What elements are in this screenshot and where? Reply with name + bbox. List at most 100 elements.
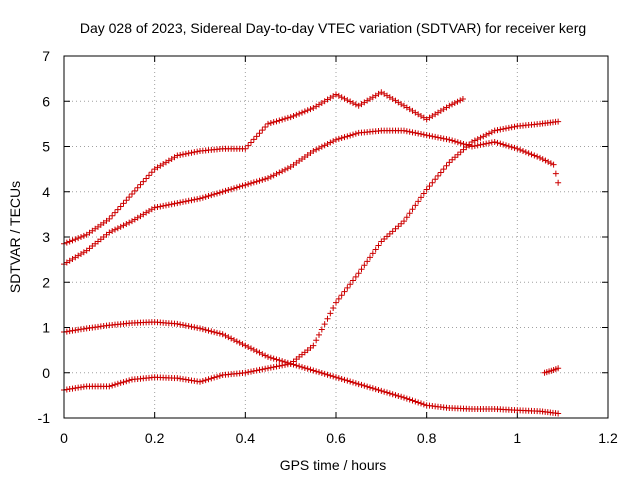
data-point bbox=[225, 187, 232, 194]
data-point bbox=[469, 138, 475, 145]
data-point bbox=[112, 381, 118, 388]
data-point bbox=[316, 145, 322, 152]
data-point bbox=[338, 375, 345, 382]
data-point bbox=[242, 369, 249, 376]
data-point bbox=[415, 198, 422, 205]
data-point bbox=[466, 141, 473, 148]
data-point bbox=[304, 365, 311, 372]
data-point bbox=[409, 206, 416, 213]
data-point bbox=[120, 379, 127, 386]
data-point bbox=[389, 228, 396, 235]
data-point bbox=[378, 238, 385, 245]
data-point bbox=[148, 169, 155, 176]
data-point bbox=[352, 130, 359, 137]
data-point bbox=[248, 368, 254, 375]
data-point bbox=[174, 152, 181, 159]
data-point bbox=[330, 304, 337, 311]
data-point bbox=[211, 374, 218, 381]
data-point bbox=[233, 338, 240, 345]
series-satellite-4 bbox=[61, 118, 562, 393]
data-point bbox=[355, 270, 362, 277]
data-point bbox=[395, 392, 402, 399]
data-point bbox=[199, 377, 206, 384]
data-point bbox=[369, 250, 376, 257]
data-point bbox=[267, 364, 274, 371]
data-point bbox=[437, 169, 444, 176]
data-point bbox=[304, 107, 311, 114]
data-point bbox=[225, 334, 232, 341]
data-point bbox=[367, 254, 373, 261]
data-point bbox=[335, 375, 342, 382]
data-point bbox=[219, 188, 226, 195]
data-point bbox=[202, 193, 209, 200]
data-point bbox=[338, 292, 345, 299]
data-point bbox=[525, 150, 532, 157]
data-point bbox=[279, 168, 286, 175]
data-point bbox=[423, 132, 430, 139]
data-point bbox=[117, 203, 124, 210]
data-point bbox=[457, 149, 464, 156]
chart-title: Day 028 of 2023, Sidereal Day-to-day VTE… bbox=[80, 20, 586, 36]
data-point bbox=[446, 102, 453, 109]
data-point bbox=[211, 329, 218, 336]
data-point bbox=[335, 295, 342, 302]
data-point bbox=[381, 235, 388, 242]
data-point bbox=[140, 178, 147, 185]
data-point bbox=[344, 284, 351, 291]
data-point bbox=[460, 146, 467, 153]
data-point bbox=[494, 139, 501, 146]
data-point bbox=[180, 151, 186, 158]
data-point bbox=[231, 336, 237, 343]
data-point bbox=[267, 354, 274, 361]
data-point bbox=[508, 144, 515, 151]
data-point bbox=[182, 322, 189, 329]
data-point bbox=[250, 346, 257, 353]
data-point bbox=[80, 232, 87, 239]
data-point bbox=[273, 118, 280, 125]
data-point bbox=[555, 410, 562, 417]
y-tick-label: 7 bbox=[42, 48, 50, 64]
data-point bbox=[248, 180, 254, 187]
data-point bbox=[310, 342, 317, 349]
data-point bbox=[177, 151, 184, 158]
data-point bbox=[511, 144, 518, 151]
data-point bbox=[214, 329, 220, 336]
data-point bbox=[236, 339, 243, 346]
data-point bbox=[321, 142, 328, 149]
data-point bbox=[480, 141, 487, 148]
data-point bbox=[114, 225, 121, 232]
data-point bbox=[262, 352, 269, 359]
data-point bbox=[253, 367, 260, 374]
data-point bbox=[307, 366, 314, 373]
data-point bbox=[245, 344, 252, 351]
data-point bbox=[182, 150, 189, 157]
data-point bbox=[287, 114, 294, 121]
data-point bbox=[341, 288, 348, 295]
data-point bbox=[197, 195, 203, 202]
data-point bbox=[270, 119, 277, 126]
y-tick-label: 5 bbox=[42, 139, 50, 155]
data-point bbox=[403, 395, 410, 402]
data-point bbox=[511, 123, 518, 130]
y-tick-label: 6 bbox=[42, 93, 50, 109]
data-point bbox=[457, 97, 464, 104]
data-point bbox=[112, 209, 118, 216]
data-point bbox=[154, 204, 161, 211]
x-tick-label: 1.2 bbox=[598, 430, 618, 446]
data-point bbox=[488, 139, 495, 146]
data-point bbox=[205, 376, 212, 383]
data-point bbox=[503, 142, 509, 149]
data-point bbox=[477, 134, 484, 141]
data-point bbox=[191, 149, 198, 156]
data-point bbox=[259, 176, 266, 183]
data-point bbox=[106, 229, 113, 236]
data-point bbox=[384, 233, 390, 240]
data-point bbox=[228, 186, 235, 193]
data-point bbox=[276, 169, 283, 176]
data-point bbox=[415, 130, 422, 137]
data-point bbox=[401, 218, 407, 225]
data-point bbox=[369, 385, 376, 392]
data-point bbox=[270, 364, 277, 371]
data-point bbox=[165, 201, 172, 208]
data-point bbox=[177, 321, 184, 328]
